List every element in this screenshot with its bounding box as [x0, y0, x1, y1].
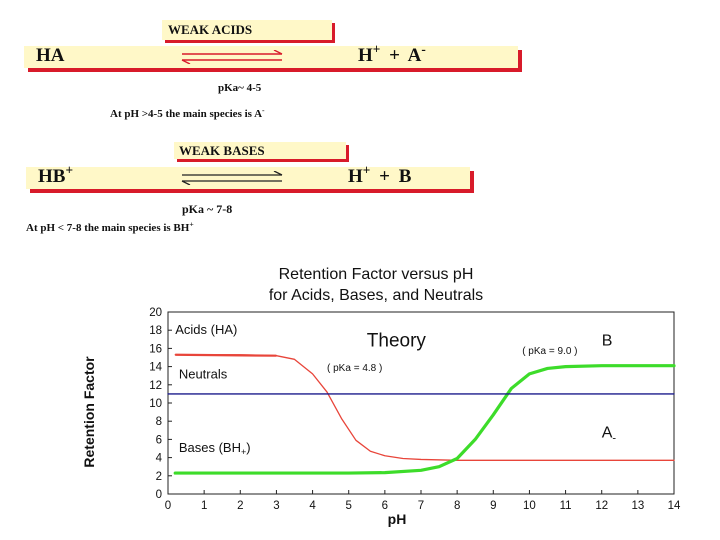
y-tick-label: 4: [156, 453, 163, 465]
acids-annotation: Acids (HA): [175, 322, 237, 337]
retention-factor-chart: Retention Factor versus pH for Acids, Ba…: [81, 266, 681, 527]
y-tick-label: 16: [149, 343, 162, 355]
y-tick-label: 14: [149, 362, 162, 374]
base-note-charge: +: [189, 219, 194, 229]
x-tick-label: 4: [309, 500, 316, 512]
y-tick-label: 2: [156, 471, 162, 483]
y-axis-label: Retention Factor: [81, 356, 97, 468]
x-tick-label: 5: [346, 500, 352, 512]
hb-species: HB+: [38, 162, 74, 188]
a-ion: A: [407, 45, 422, 66]
equilibrium-arrows-acids: [181, 50, 283, 64]
equilibrium-arrows-bases: [181, 171, 283, 185]
b-species: B: [398, 166, 412, 187]
plus-acid: +: [389, 45, 400, 66]
pka-acid-annotation: ( pKa = 4.8 ): [327, 363, 382, 374]
x-tick-label: 12: [595, 500, 608, 512]
ha-species: HA: [36, 45, 65, 66]
x-axis-label: pH: [388, 511, 407, 527]
y-tick-label: 6: [156, 434, 162, 446]
base-note: At pH < 7-8 the main species is BH+: [26, 219, 194, 234]
base-products: H+ + B: [348, 162, 412, 188]
acid-note-text: At pH >4-5 the main species is A: [110, 108, 263, 120]
h-charge-acid: +: [372, 41, 381, 57]
h-ion-base: H: [348, 166, 363, 187]
x-tick-label: 13: [631, 500, 644, 512]
weak-acids-equation-bar: [24, 46, 518, 68]
x-tick-label: 1: [201, 500, 207, 512]
y-tick-label: 12: [149, 380, 162, 392]
acid-note-charge: -: [262, 105, 265, 115]
weak-bases-title-box: WEAK BASES: [174, 142, 346, 159]
hb-label: HB: [38, 166, 66, 187]
x-tick-label: 3: [273, 500, 279, 512]
y-tick-label: 0: [156, 489, 162, 501]
theory-annotation: Theory: [367, 331, 427, 352]
bases-annotation: Bases (BH+): [179, 440, 251, 457]
a-charge: -: [421, 41, 426, 57]
b-annotation: B: [602, 333, 613, 350]
chart-title: Retention Factor versus pH: [279, 266, 474, 283]
y-tick-label: 10: [149, 398, 162, 410]
pka-base-annotation: ( pKa = 9.0 ): [522, 346, 577, 357]
acid-note: At pH >4-5 the main species is A-: [110, 105, 265, 120]
x-tick-label: 6: [382, 500, 388, 512]
plus-base: +: [379, 166, 390, 187]
a-annotation: A-: [602, 425, 617, 445]
x-tick-label: 14: [668, 500, 681, 512]
base-pka: pKa ~ 7-8: [182, 202, 233, 216]
series-line-bases-bh: [173, 364, 676, 475]
h-ion-acid: H: [358, 45, 373, 66]
acid-pka: pKa~ 4-5: [218, 82, 262, 94]
acid-plateau: [175, 353, 277, 357]
x-tick-label: 11: [560, 500, 572, 512]
hb-charge: +: [65, 162, 74, 178]
base-note-text: At pH < 7-8 the main species is BH: [26, 222, 190, 234]
y-tick-label: 18: [149, 325, 162, 337]
neutrals-annotation: Neutrals: [179, 366, 228, 381]
y-tick-label: 8: [156, 416, 162, 428]
x-tick-label: 10: [523, 500, 536, 512]
x-tick-label: 9: [490, 500, 496, 512]
x-tick-label: 7: [418, 500, 424, 512]
weak-bases-title: WEAK BASES: [179, 143, 265, 158]
acid-products: H+ + A-: [358, 41, 426, 67]
weak-acids-title-box: WEAK ACIDS: [162, 20, 332, 40]
x-tick-label: 8: [454, 500, 460, 512]
weak-bases-equation-bar: [26, 167, 470, 189]
x-tick-label: 2: [237, 500, 243, 512]
weak-acids-title: WEAK ACIDS: [168, 22, 253, 37]
y-tick-label: 20: [149, 307, 162, 319]
chart-subtitle: for Acids, Bases, and Neutrals: [269, 287, 483, 304]
x-tick-label: 0: [165, 500, 171, 512]
h-charge-base: +: [362, 162, 371, 178]
